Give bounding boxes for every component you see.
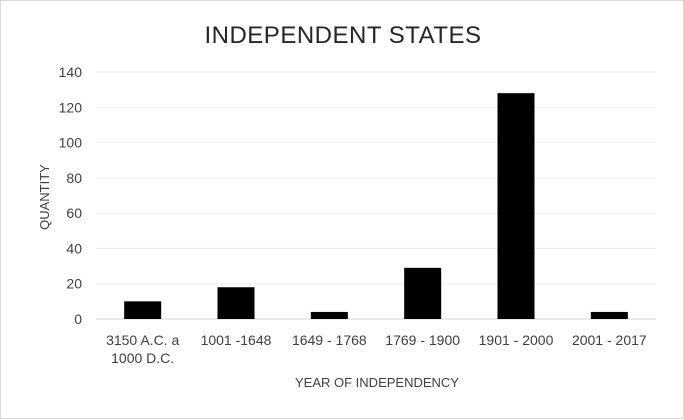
y-tick-label-0: 0 xyxy=(74,311,82,327)
x-tick-label-4: 1901 - 2000 xyxy=(479,332,554,348)
y-axis-label: QUANTITY xyxy=(37,164,52,230)
bar-2 xyxy=(310,311,348,319)
chart-title: INDEPENDENT STATES xyxy=(204,22,481,49)
x-tick-labels: 3150 A.C. a 1000 D.C. 1001 -1648 1649 - 176… xyxy=(106,332,647,366)
x-tick-label-5: 2001 - 2017 xyxy=(572,332,647,348)
bar-4 xyxy=(497,93,535,320)
bar-0 xyxy=(124,301,162,319)
bar-layer xyxy=(124,93,628,320)
y-tick-label-100: 100 xyxy=(59,135,83,151)
grid-layer xyxy=(96,71,656,320)
y-tick-label-120: 120 xyxy=(59,99,83,115)
bar-1 xyxy=(217,287,255,319)
y-tick-label-20: 20 xyxy=(66,276,82,292)
bar-5 xyxy=(590,311,628,319)
y-tick-label-80: 80 xyxy=(66,170,82,186)
y-tick-labels: 0 20 40 60 80 100 120 140 xyxy=(59,64,83,327)
x-tick-label-0-line-1: 1000 D.C. xyxy=(111,350,174,366)
y-tick-label-140: 140 xyxy=(59,64,83,80)
y-tick-label-40: 40 xyxy=(66,240,82,256)
x-tick-label-0-line-0: 3150 A.C. a xyxy=(106,332,179,348)
x-axis-label: YEAR OF INDEPENDENCY xyxy=(295,375,459,390)
y-tick-label-60: 60 xyxy=(66,205,82,221)
x-tick-label-1: 1001 -1648 xyxy=(201,332,272,348)
x-tick-label-3: 1769 - 1900 xyxy=(385,332,460,348)
x-tick-label-2: 1649 - 1768 xyxy=(292,332,367,348)
bar-3 xyxy=(404,267,442,319)
